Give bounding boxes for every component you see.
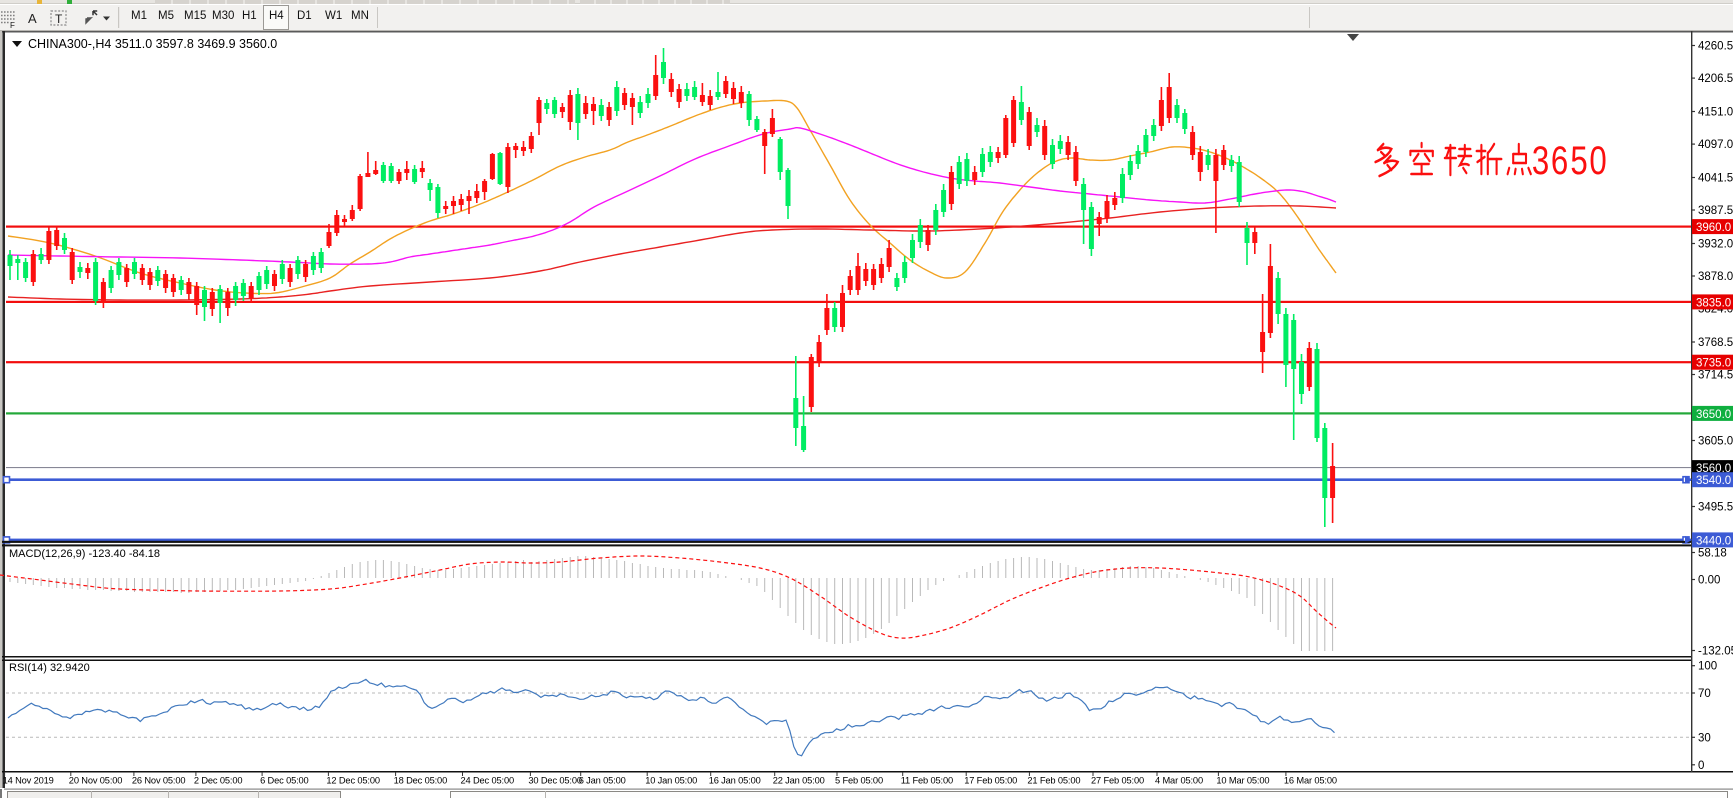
svg-text:30 Dec 05:00: 30 Dec 05:00	[528, 776, 582, 786]
svg-text:4206.5: 4206.5	[1698, 73, 1733, 85]
svg-text:3560.0: 3560.0	[1696, 463, 1731, 475]
svg-text:3495.5: 3495.5	[1698, 502, 1733, 514]
svg-text:6 Jan 05:00: 6 Jan 05:00	[579, 776, 626, 786]
svg-text:10 Jan 05:00: 10 Jan 05:00	[645, 776, 697, 786]
svg-text:0: 0	[1698, 760, 1704, 772]
svg-text:2 Dec 05:00: 2 Dec 05:00	[194, 776, 242, 786]
svg-text:F: F	[10, 21, 15, 30]
svg-text:3714.5: 3714.5	[1698, 370, 1733, 382]
svg-text:4097.0: 4097.0	[1698, 139, 1733, 151]
svg-text:10 Mar 05:00: 10 Mar 05:00	[1216, 776, 1269, 786]
svg-text:27 Feb 05:00: 27 Feb 05:00	[1091, 776, 1144, 786]
svg-text:16 Jan 05:00: 16 Jan 05:00	[709, 776, 761, 786]
svg-text:3878.0: 3878.0	[1698, 271, 1733, 283]
svg-text:4 Mar 05:00: 4 Mar 05:00	[1155, 776, 1203, 786]
svg-text:3960.0: 3960.0	[1696, 222, 1731, 234]
svg-text:14 Nov 2019: 14 Nov 2019	[3, 776, 54, 786]
svg-text:26 Nov 05:00: 26 Nov 05:00	[132, 776, 186, 786]
svg-text:A: A	[28, 11, 37, 26]
svg-text:100: 100	[1698, 661, 1717, 673]
svg-text:6 Dec 05:00: 6 Dec 05:00	[260, 776, 308, 786]
svg-text:3932.0: 3932.0	[1698, 239, 1733, 251]
svg-text:0.00: 0.00	[1698, 575, 1720, 587]
svg-text:4041.5: 4041.5	[1698, 173, 1733, 185]
svg-text:3735.0: 3735.0	[1696, 358, 1731, 370]
svg-text:5: 5	[1570, 138, 1587, 183]
svg-text:3: 3	[1532, 138, 1549, 183]
svg-text:-132.05: -132.05	[1698, 646, 1733, 658]
svg-text:16 Mar 05:00: 16 Mar 05:00	[1284, 776, 1337, 786]
svg-text:4151.0: 4151.0	[1698, 107, 1733, 119]
svg-text:12 Dec 05:00: 12 Dec 05:00	[326, 776, 380, 786]
svg-text:3650.0: 3650.0	[1696, 409, 1731, 421]
svg-text:3987.5: 3987.5	[1698, 205, 1733, 217]
svg-text:11 Feb 05:00: 11 Feb 05:00	[901, 776, 953, 786]
svg-text:70: 70	[1698, 688, 1711, 700]
svg-text:22 Jan 05:00: 22 Jan 05:00	[773, 776, 825, 786]
svg-text:T: T	[55, 12, 63, 26]
svg-text:20 Nov 05:00: 20 Nov 05:00	[69, 776, 123, 786]
svg-text:3605.0: 3605.0	[1698, 436, 1733, 448]
svg-text:3540.0: 3540.0	[1696, 475, 1731, 487]
svg-text:17 Feb 05:00: 17 Feb 05:00	[964, 776, 1017, 786]
svg-text:4260.5: 4260.5	[1698, 41, 1733, 53]
svg-text:18 Dec 05:00: 18 Dec 05:00	[394, 776, 448, 786]
svg-text:21 Feb 05:00: 21 Feb 05:00	[1027, 776, 1080, 786]
svg-text:58.18: 58.18	[1698, 548, 1727, 560]
svg-text:30: 30	[1698, 732, 1711, 744]
svg-text:CHINA300-,H4 3511.0 3597.8 34: CHINA300-,H4 3511.0 3597.8 3469.9 3560.0	[28, 37, 277, 51]
svg-text:3835.0: 3835.0	[1696, 297, 1731, 309]
svg-text:24 Dec 05:00: 24 Dec 05:00	[461, 776, 515, 786]
svg-text:MACD(12,26,9) -123.40 -84.18: MACD(12,26,9) -123.40 -84.18	[9, 548, 160, 560]
svg-text:3440.0: 3440.0	[1696, 535, 1731, 547]
svg-text:3768.5: 3768.5	[1698, 337, 1733, 349]
svg-text:0: 0	[1589, 138, 1606, 183]
svg-text:5 Feb 05:00: 5 Feb 05:00	[835, 776, 883, 786]
svg-text:6: 6	[1551, 138, 1568, 183]
svg-text:RSI(14) 32.9420: RSI(14) 32.9420	[9, 662, 90, 674]
